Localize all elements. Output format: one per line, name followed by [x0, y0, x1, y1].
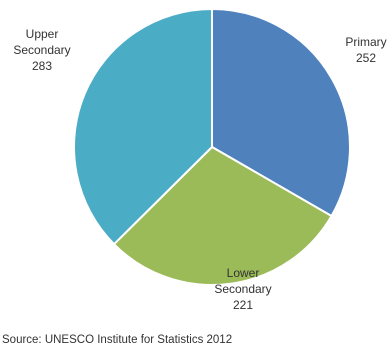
pie-slice-primary	[211, 8, 351, 217]
source-note: Source: UNESCO Institute for Statistics …	[2, 334, 233, 346]
data-label-primary: Primary 252	[345, 35, 386, 65]
data-label-lower-secondary: Lower Secondary 221	[214, 266, 271, 312]
data-label-upper-secondary: Upper Secondary 283	[13, 27, 70, 73]
pie-slice-lower-secondary	[113, 146, 333, 286]
pie-slice-upper-secondary	[73, 8, 213, 246]
